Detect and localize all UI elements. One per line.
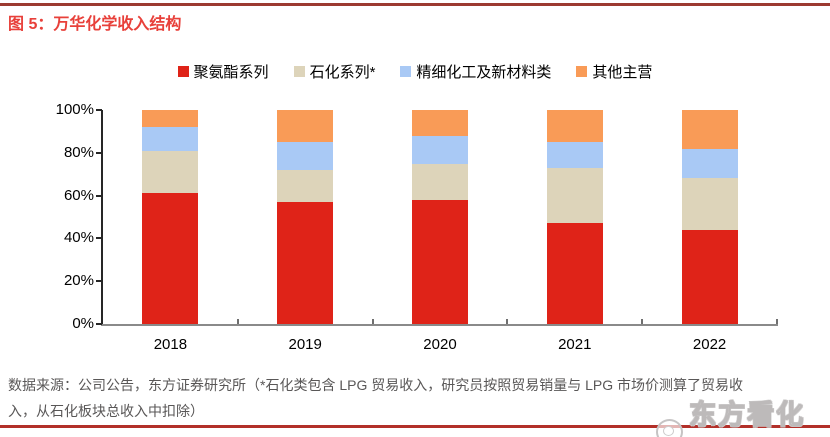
bar-segment [681,148,738,179]
legend-label: 聚氨酯系列 [193,64,269,81]
legend-swatch-icon [576,66,588,77]
data-source-note: 数据来源：公司公告，东方证券研究所（*石化类包含 LPG 贸易收入，研究员按照贸… [8,372,822,424]
x-axis-label: 2021 [558,336,592,353]
data-source-line: 入，从石化板块总收入中扣除） [8,403,204,419]
x-axis-tick [641,319,644,324]
x-axis-tick [371,319,374,324]
bar-segment [142,110,199,128]
legend-item-polyurethane: 聚氨酯系列 [177,61,269,82]
bar-segment [277,169,334,203]
y-axis-tick [96,194,102,197]
bar-segment [412,163,468,200]
watermark-logo-icon [656,419,684,437]
bar-2019 [277,110,334,324]
bar-segment [546,110,603,143]
legend-label: 精细化工及新材料类 [416,64,552,81]
y-axis-tick [96,151,102,154]
x-axis-tick [776,319,778,324]
legend-item-fine-chemicals: 精细化工及新材料类 [400,61,551,82]
y-axis-line [101,110,103,325]
chart-area: 2018 2019 2020 2021 2022 0% 20% 40% 60% 80% 100% [0,95,830,365]
bar-2018 [142,110,199,324]
y-axis-label: 40% [63,229,94,247]
bar-segment [142,150,199,194]
legend-item-other: 其他主营 [576,61,652,82]
bar-segment [681,229,738,324]
x-axis-tick [506,319,509,324]
chart-legend: 聚氨酯系列 石化系列* 精细化工及新材料类 其他主营 [0,61,830,82]
y-axis-tick [96,323,102,325]
x-axis-label: 2022 [692,336,727,353]
y-axis-label: 20% [63,272,94,290]
bar-segment [546,223,603,324]
x-axis-label: 2018 [153,336,188,353]
y-axis-label: 60% [63,186,94,204]
bar-segment [277,142,334,170]
bar-segment [277,110,334,143]
bar-segment [412,199,468,324]
bar-2020 [412,110,468,324]
bar-segment [142,193,199,324]
y-axis-tick [96,280,102,283]
top-divider-rule [0,3,830,6]
x-axis-label: 2019 [288,336,322,353]
legend-label: 其他主营 [592,64,653,81]
x-axis-label: 2020 [423,336,457,353]
watermark-text: 东方看化工 [689,399,806,430]
y-axis-tick [96,109,102,111]
bar-segment [412,135,468,164]
y-axis-label: 100% [55,101,94,118]
legend-swatch-icon [293,66,305,77]
data-source-line: 数据来源：公司公告，东方证券研究所（*石化类包含 LPG 贸易收入，研究员按照贸… [8,377,744,393]
legend-swatch-icon [400,66,412,77]
plot-area [103,110,777,324]
bar-segment [142,127,199,151]
bar-segment [681,110,738,149]
x-axis-line [101,324,778,326]
bar-segment [546,167,603,224]
y-axis-label: 80% [63,143,94,161]
legend-item-petrochemical: 石化系列* [293,61,376,82]
bottom-divider-rule [0,425,830,428]
y-axis-label: 0% [72,315,94,332]
x-axis-tick [236,319,239,324]
figure-title: 图 5：万华化学收入结构 [8,16,182,33]
bar-segment [681,178,738,230]
watermark: 东方看化工 [656,393,830,437]
bar-2022 [681,110,738,324]
y-axis-tick [96,237,102,240]
bar-segment [277,202,334,324]
legend-swatch-icon [177,66,189,77]
legend-label: 石化系列* [309,64,376,81]
bar-2021 [546,110,603,324]
bar-segment [546,142,603,168]
bar-segment [412,110,468,136]
